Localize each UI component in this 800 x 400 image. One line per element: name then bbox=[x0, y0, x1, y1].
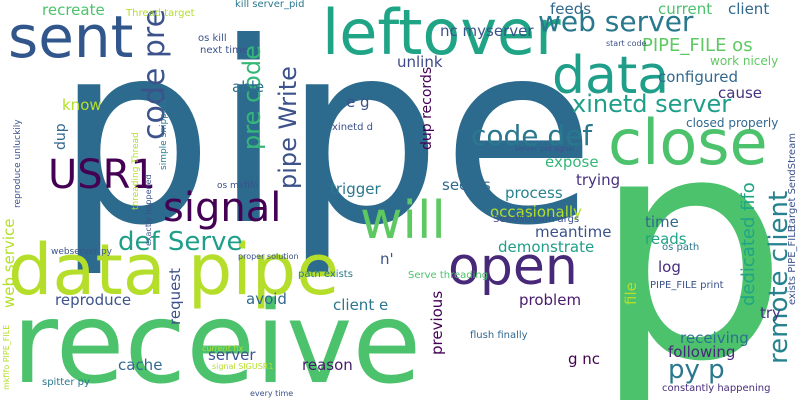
word-webserver-py: webserver py bbox=[51, 247, 113, 257]
word-simple-snippets: simple snippets bbox=[159, 99, 169, 170]
word-reads: reads bbox=[645, 230, 687, 248]
word-xinetd-server: xinetd server bbox=[572, 90, 732, 118]
word-web-service: web service bbox=[0, 218, 18, 308]
word-work-nicely: work nicely bbox=[710, 54, 779, 68]
word-receiving: receiving bbox=[680, 329, 749, 347]
word-open: open bbox=[448, 237, 578, 297]
word-try: try bbox=[760, 304, 781, 322]
word-meantime: meantime bbox=[535, 223, 612, 241]
word-current: current bbox=[658, 0, 713, 18]
word-receive: receive bbox=[12, 279, 422, 400]
word-flush-finally: flush finally bbox=[470, 330, 528, 341]
word-signal: signal bbox=[163, 185, 282, 231]
word-seems: seems bbox=[442, 176, 491, 194]
word-xinetd-d: xinetd d bbox=[332, 122, 373, 133]
word-pipe-file-os: PIPE_FILE os bbox=[642, 35, 753, 56]
word-data: data bbox=[552, 46, 670, 106]
word-time: time bbox=[645, 213, 679, 231]
word-os-path: os path bbox=[662, 242, 700, 253]
word-pipe-write: pipe Write bbox=[274, 66, 302, 189]
word-next-time: next time bbox=[200, 45, 248, 56]
word-occasionally: occasionally bbox=[490, 203, 582, 221]
word-sendstream-args: SendStream args bbox=[493, 214, 580, 225]
word-file: file bbox=[622, 282, 640, 305]
word-reason: reason bbox=[302, 356, 353, 374]
word-client-e: client e bbox=[333, 296, 389, 314]
word-nc-myserver: nc myserver bbox=[440, 22, 534, 40]
word-demonstrate: demonstrate bbox=[498, 238, 595, 256]
word-data-pipe: data pipe bbox=[8, 229, 340, 311]
word-problem: problem bbox=[519, 291, 582, 309]
word-serve-threading: Serve threading bbox=[408, 270, 489, 281]
word-client: client bbox=[728, 0, 770, 18]
word-expose: expose bbox=[545, 153, 599, 171]
word-e-g: e g bbox=[346, 93, 370, 111]
word-avoid: avoid bbox=[246, 290, 287, 308]
word-cache: cache bbox=[118, 356, 163, 374]
word-n-apostrophe: n' bbox=[380, 250, 394, 268]
word-mkfifo-pipe-file: mkfifo PIPE_FILE bbox=[2, 324, 11, 390]
word-g-nc: g nc bbox=[568, 350, 601, 368]
word-pipe-file-print: PIPE_FILE print bbox=[650, 280, 724, 291]
word-exists-pipe-file: exists PIPE_FILE bbox=[787, 225, 798, 305]
word-cause: cause bbox=[718, 84, 762, 102]
word-exactly-happened: exactly happened bbox=[144, 174, 153, 246]
word-reproduce: reproduce bbox=[55, 291, 132, 309]
word-path-exists: path exists bbox=[298, 269, 353, 280]
word-target-sendstream: target SendStream bbox=[787, 133, 798, 228]
word-request: request bbox=[166, 267, 184, 325]
word-pre-code: pre code bbox=[238, 45, 266, 150]
word-closed-properly: closed properly bbox=[686, 116, 779, 130]
word-process: process bbox=[505, 184, 563, 202]
word-current-fix: current fix bbox=[202, 344, 244, 353]
word-recreate: recreate bbox=[42, 1, 105, 19]
word-thread-target: Thread target bbox=[126, 8, 195, 19]
word-kill-server-pid: kill server_pid bbox=[235, 0, 305, 10]
word-dup-records: dup records bbox=[419, 66, 435, 150]
word-following: following bbox=[668, 343, 736, 361]
word-web-server: web server bbox=[538, 5, 694, 38]
word-server-pid-signal: server_pid signal bbox=[515, 145, 575, 153]
word-usr1: USR1 bbox=[48, 152, 156, 198]
word-signal-sigusr1: signal SIGUSR1 bbox=[212, 362, 274, 371]
word-feeds: feeds bbox=[550, 0, 592, 18]
word-start-code: start code bbox=[606, 39, 647, 48]
word-leftover: leftover bbox=[322, 0, 561, 69]
word-sent: sent bbox=[8, 3, 134, 71]
word-os-kill: os kill bbox=[198, 33, 227, 44]
word-reproduce-unluckily: reproduce unluckily bbox=[13, 119, 23, 208]
word-every-time: every time bbox=[250, 389, 294, 398]
word-previous: previous bbox=[428, 290, 446, 355]
word-code-def: code def bbox=[471, 119, 593, 152]
word-will: will bbox=[360, 191, 446, 251]
word-log: log bbox=[658, 258, 681, 276]
word-able: able bbox=[232, 78, 265, 96]
word-pipe: pipe bbox=[55, 0, 596, 280]
word-proper-solution: proper solution bbox=[238, 252, 299, 261]
word-unlink: unlink bbox=[397, 53, 443, 71]
word-trying: trying bbox=[576, 171, 621, 189]
word-close: close bbox=[608, 106, 768, 179]
word-constantly-happening: constantly happening bbox=[662, 383, 771, 394]
word-threading-thread: threading Thread bbox=[131, 132, 141, 210]
word-def-serve: def Serve bbox=[118, 227, 243, 257]
word-py-p: py p bbox=[668, 355, 725, 385]
word-dup: dup bbox=[53, 123, 69, 150]
word-know: know bbox=[62, 96, 102, 114]
word-server: server bbox=[208, 346, 256, 364]
word-spitter-py: spitter py bbox=[42, 377, 90, 388]
word-trigger: trigger bbox=[330, 180, 381, 198]
word-dedicated-fifo: dedicated fifo bbox=[738, 182, 759, 306]
word-configured: configured bbox=[658, 68, 738, 86]
word-p: p bbox=[592, 69, 789, 400]
word-os-mkfifo: os mkfifo bbox=[217, 181, 259, 191]
